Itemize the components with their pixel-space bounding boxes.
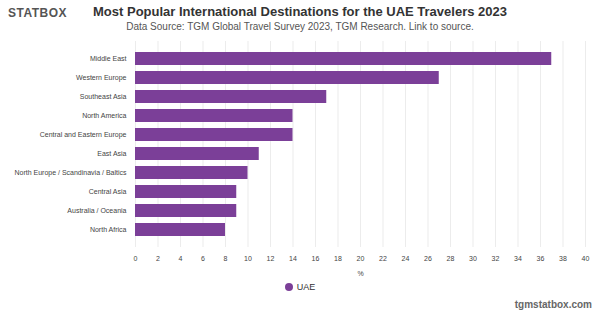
svg-text:Central Asia: Central Asia [89, 188, 127, 195]
svg-text:16: 16 [312, 255, 320, 262]
svg-text:14: 14 [289, 255, 297, 262]
svg-text:%: % [357, 270, 363, 277]
svg-text:North America: North America [82, 112, 126, 119]
svg-text:0: 0 [134, 255, 138, 262]
html-text:Data Source: TGM Global Travel: Data Source: TGM Global Travel Survey 20… [126, 21, 474, 32]
svg-text:32: 32 [492, 255, 500, 262]
svg-text:18: 18 [334, 255, 342, 262]
svg-text:6: 6 [201, 255, 205, 262]
html-text:tgmstatbox.com: tgmstatbox.com [514, 299, 592, 310]
svg-text:8: 8 [224, 255, 228, 262]
svg-text:10: 10 [244, 255, 252, 262]
svg-text:34: 34 [514, 255, 522, 262]
svg-text:22: 22 [379, 255, 387, 262]
svg-text:12: 12 [267, 255, 275, 262]
svg-text:Central and Eastern Europe: Central and Eastern Europe [40, 131, 127, 139]
svg-text:North Africa: North Africa [90, 226, 127, 233]
svg-text:4: 4 [179, 255, 183, 262]
svg-text:North Europe / Scandinavia / B: North Europe / Scandinavia / Baltics [14, 169, 127, 177]
svg-text:Western Europe: Western Europe [76, 74, 127, 82]
html-text:Most Popular International Des: Most Popular International Destinations … [93, 4, 507, 19]
svg-text:Southeast Asia: Southeast Asia [80, 93, 127, 100]
svg-text:24: 24 [402, 255, 410, 262]
svg-text:East Asia: East Asia [97, 150, 126, 157]
svg-text:38: 38 [559, 255, 567, 262]
svg-text:26: 26 [424, 255, 432, 262]
svg-text:2: 2 [156, 255, 160, 262]
svg-text:Australia / Oceania: Australia / Oceania [67, 207, 126, 214]
svg-text:36: 36 [537, 255, 545, 262]
svg-text:28: 28 [447, 255, 455, 262]
svg-text:30: 30 [469, 255, 477, 262]
svg-text:40: 40 [582, 255, 590, 262]
svg-text:20: 20 [357, 255, 365, 262]
html-text:UAE: UAE [296, 282, 316, 292]
html-text:STATBOX: STATBOX [8, 6, 68, 20]
svg-text:Middle East: Middle East [90, 55, 127, 62]
